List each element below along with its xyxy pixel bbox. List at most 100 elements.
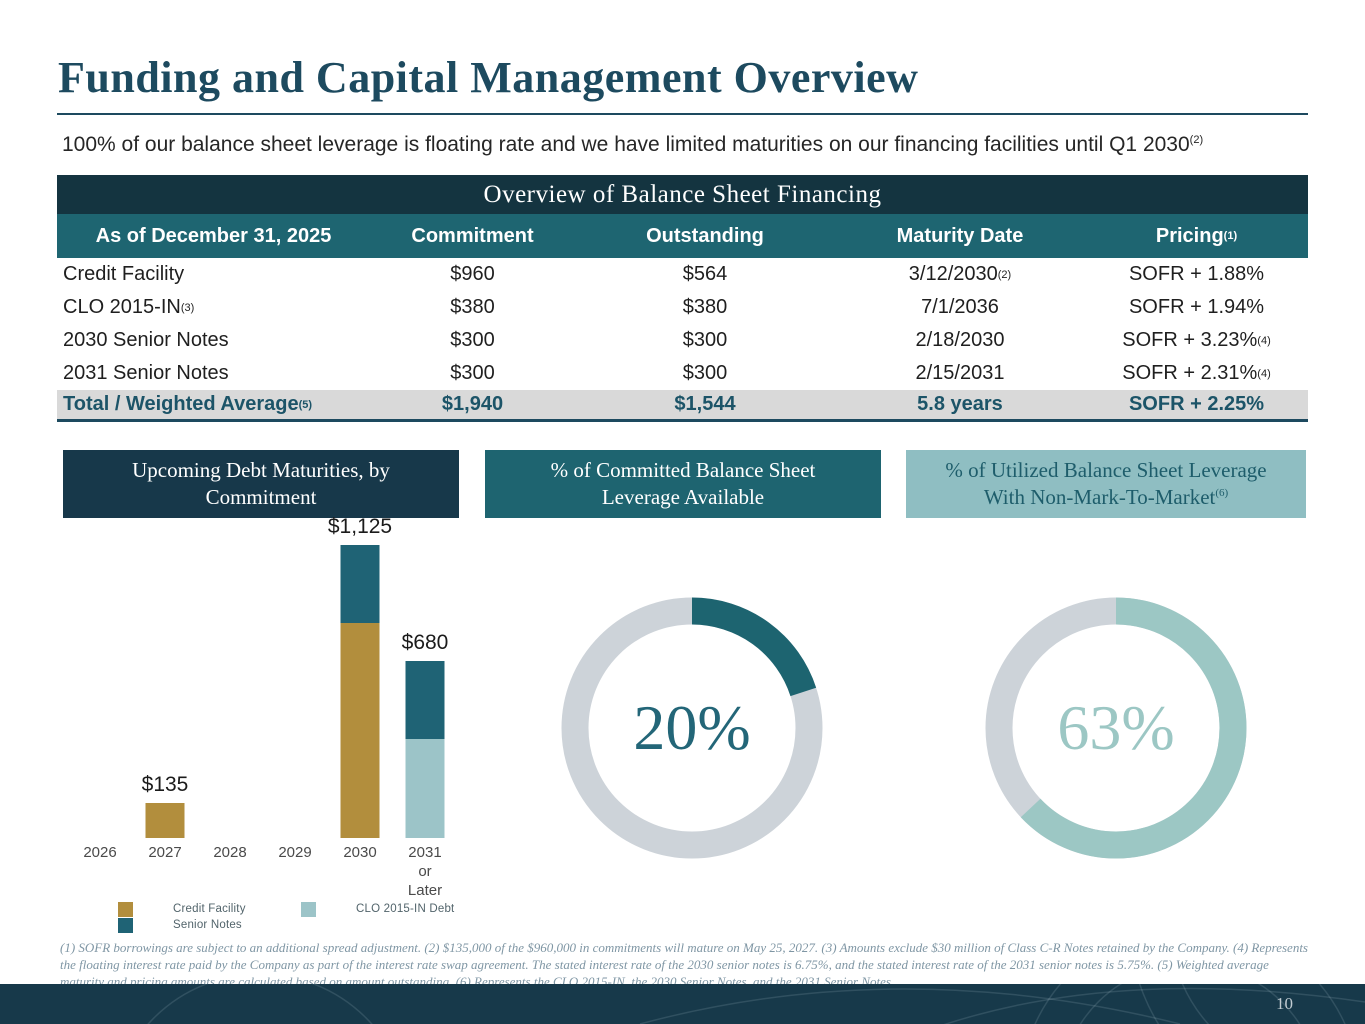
- table-cell: Credit Facility: [63, 263, 185, 285]
- table-cell: SOFR + 3.23% (4): [1122, 329, 1271, 351]
- subtitle-text: 100% of our balance sheet leverage is fl…: [62, 133, 1190, 156]
- table-cell: 7/1/2036: [921, 296, 999, 318]
- table-cell: $300: [682, 329, 728, 351]
- debt-maturities-bar-chart: 2026 $135 2027 2028 2029 $1,125 2030 $680 2031 o…: [55, 515, 467, 899]
- bar-slot: 2026: [67, 524, 133, 892]
- legend-column-2: CLO 2015-IN Debt: [301, 901, 454, 933]
- bar-slot: $135 2027: [132, 524, 198, 892]
- table-column-header: Commitment: [411, 224, 534, 247]
- donut2-ring: [985, 597, 1247, 859]
- table-cell: SOFR + 1.88%: [1128, 263, 1265, 285]
- table-cell: 2031 Senior Notes: [63, 362, 229, 384]
- bar-axis-label: 2026: [83, 844, 117, 861]
- bar-segment-clo-2015-in-debt: [405, 739, 445, 838]
- donut2-header: % of Utilized Balance Sheet Leverage Wit…: [906, 450, 1306, 518]
- bar-value-label: $135: [141, 773, 189, 796]
- bar-value-label: $1,125: [327, 515, 393, 538]
- subtitle-footnote-ref: (2): [1189, 134, 1204, 146]
- bar-value-label: $680: [401, 631, 449, 654]
- table-column-header: Outstanding: [646, 224, 764, 247]
- donut2-footnote-ref: (6): [1215, 487, 1229, 499]
- donut2-center-label: 63%: [1057, 692, 1175, 763]
- table-cell: $380: [682, 296, 728, 318]
- bar-segment-credit-facility: [145, 803, 185, 838]
- table-cell: $300: [682, 362, 728, 384]
- legend-label: Credit Facility: [173, 903, 246, 915]
- table-row: Credit Facility $960 $564 3/12/2030 (2) SOFR …: [57, 258, 1308, 291]
- table-cell: $380: [450, 296, 495, 318]
- table-total-cell: $1,940: [441, 393, 504, 415]
- bar-chart-header: Upcoming Debt Maturities, by Commitment: [63, 450, 459, 518]
- bar-segment-credit-facility: [340, 623, 380, 838]
- legend-swatch: [118, 901, 133, 917]
- table-total-cell: SOFR + 2.25%: [1128, 393, 1265, 415]
- subtitle: 100% of our balance sheet leverage is fl…: [62, 133, 1203, 157]
- bar-chart-legend: Credit Facility Senior Notes CLO 2015-IN …: [118, 901, 454, 933]
- footer-bar: 10: [0, 984, 1365, 1024]
- table-total-cell: Total / Weighted Average (5): [63, 393, 313, 415]
- bar-stack: [340, 545, 380, 838]
- legend-item: Credit Facility: [118, 901, 301, 917]
- table-cell: 2/18/2030: [915, 329, 1005, 351]
- balance-sheet-financing-table: Overview of Balance Sheet Financing As o…: [57, 175, 1308, 422]
- bar-axis-label: 2027: [148, 844, 182, 861]
- table-cell: CLO 2015-IN (3): [63, 296, 195, 318]
- committed-leverage-donut: 20%: [560, 596, 824, 860]
- table-body: Credit Facility $960 $564 3/12/2030 (2) SOFR …: [57, 258, 1308, 422]
- legend-swatch: [301, 901, 316, 917]
- bar-slot: $680 2031 or Later: [392, 524, 458, 899]
- bar-segment-senior-notes: [340, 545, 380, 623]
- donut1-header: % of Committed Balance Sheet Leverage Av…: [485, 450, 881, 518]
- bar-slot: $1,125 2030: [327, 515, 393, 892]
- donut1-center-label: 20%: [633, 692, 751, 763]
- table-cell: $960: [450, 263, 495, 285]
- table-total-cell: $1,544: [674, 393, 736, 415]
- table-cell: SOFR + 2.31% (4): [1122, 362, 1271, 384]
- bar-chart-header-line2: Commitment: [205, 485, 317, 509]
- legend-label: CLO 2015-IN Debt: [356, 903, 455, 915]
- legend-label: Senior Notes: [173, 919, 242, 931]
- utilized-leverage-donut: 63%: [984, 596, 1248, 860]
- donut2-header-line1: % of Utilized Balance Sheet Leverage: [945, 457, 1267, 482]
- table-total-row: Total / Weighted Average (5) $1,940 $1,544 5…: [57, 390, 1308, 422]
- donut2-header-line2-wrap: With Non-Mark-To-Market(6): [984, 484, 1228, 511]
- bar-stack: [405, 661, 445, 838]
- bar-chart-header-line1: Upcoming Debt Maturities, by: [132, 457, 390, 482]
- title-divider: [57, 113, 1308, 115]
- donut2-header-line2: With Non-Mark-To-Market: [983, 485, 1216, 509]
- table-title: Overview of Balance Sheet Financing: [57, 175, 1308, 214]
- page-number: 10: [1276, 994, 1293, 1013]
- bar-axis-label: 2029: [278, 844, 312, 861]
- table-column-header: Pricing (1): [1155, 224, 1238, 247]
- table-row: CLO 2015-IN (3) $380 $380 7/1/2036 SOFR + 1.9…: [57, 291, 1308, 324]
- table-column-header: As of December 31, 2025: [95, 224, 332, 247]
- donut1-header-line1: % of Committed Balance Sheet: [550, 457, 816, 482]
- table-row: 2031 Senior Notes $300 $300 2/15/2031 SOFR +…: [57, 357, 1308, 390]
- donut1-ring: [561, 597, 823, 859]
- table-cell: 3/12/2030 (2): [908, 263, 1012, 285]
- bar-axis-label: 2028: [213, 844, 247, 861]
- table-total-cell: 5.8 years: [917, 393, 1003, 415]
- bar-segment-senior-notes: [405, 661, 445, 739]
- donut1-ring-value: [561, 597, 823, 859]
- donut1-header-line2: Leverage Available: [601, 485, 765, 509]
- table-row: 2030 Senior Notes $300 $300 2/18/2030 SOFR +…: [57, 324, 1308, 357]
- table-cell: $300: [450, 362, 495, 384]
- table-cell: $300: [450, 329, 495, 351]
- table-cell: 2030 Senior Notes: [63, 329, 229, 351]
- bar-axis-label: 2031 or Later: [407, 844, 443, 899]
- table-header-row: As of December 31, 2025 Commitment Outstan…: [57, 214, 1308, 258]
- footer-decorative-arcs: [147, 984, 1365, 1024]
- bar-slot: 2028: [197, 524, 263, 892]
- bar-axis-label: 2030: [343, 844, 377, 861]
- table-cell: 2/15/2031: [915, 362, 1005, 384]
- legend-swatch: [118, 917, 133, 933]
- legend-item: Senior Notes: [118, 917, 301, 933]
- legend-item: CLO 2015-IN Debt: [301, 901, 454, 917]
- table-cell: SOFR + 1.94%: [1128, 296, 1265, 318]
- bar-stack: [145, 803, 185, 838]
- table-column-header: Maturity Date: [896, 224, 1024, 247]
- legend-column-1: Credit Facility Senior Notes: [118, 901, 301, 933]
- page-title: Funding and Capital Management Overview: [58, 53, 919, 102]
